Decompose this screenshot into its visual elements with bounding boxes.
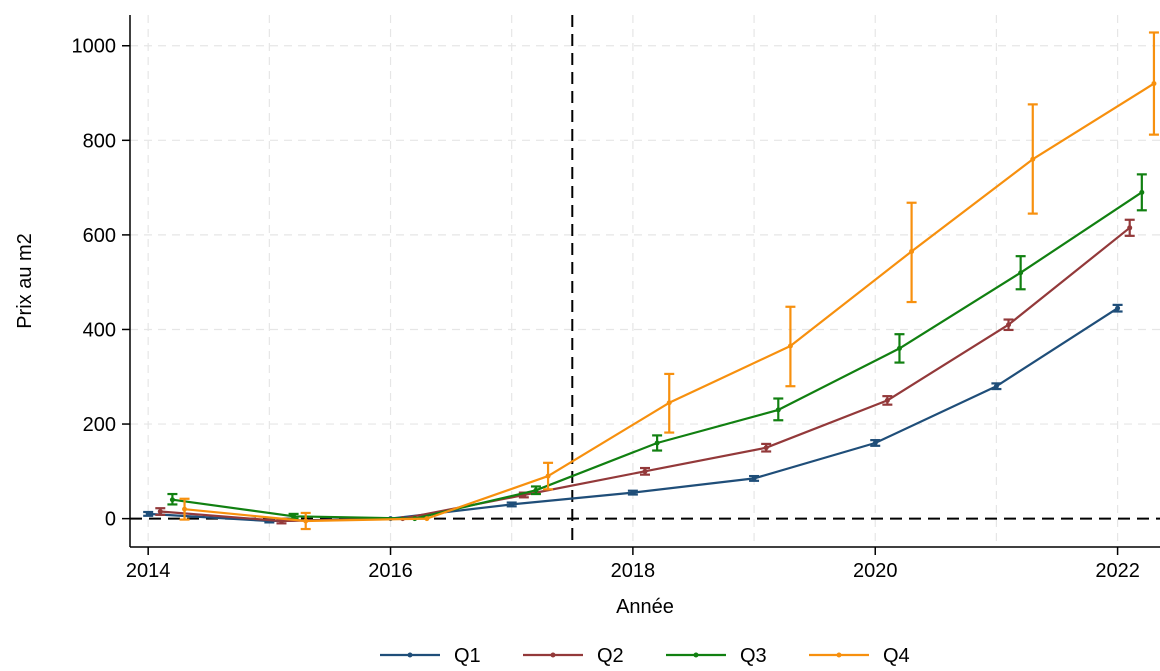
data-point: [303, 518, 309, 524]
data-point: [775, 407, 781, 413]
axes: 0 200 400 600 800 1000 2014 2016 2018 2020 2022: [72, 15, 1160, 582]
legend-item-q4: Q4: [809, 645, 910, 667]
y-tick-label: 0: [105, 509, 116, 531]
x-tick-label: 2018: [611, 560, 656, 582]
data-point: [545, 473, 551, 479]
data-point: [763, 445, 769, 451]
data-point: [1127, 225, 1133, 231]
legend-swatch-marker: [693, 652, 699, 658]
series-q3: [167, 173, 1147, 522]
x-tick-label: 2016: [368, 560, 413, 582]
legend-label: Q4: [883, 645, 910, 667]
data-point: [666, 400, 672, 406]
data-point: [1030, 156, 1036, 162]
series-q2: [155, 218, 1135, 525]
legend-label: Q3: [740, 645, 767, 667]
data-point: [993, 383, 999, 389]
legend: Q1 Q2 Q3 Q4: [380, 645, 910, 667]
legend-swatch-marker: [836, 652, 842, 658]
legend-item-q3: Q3: [666, 645, 767, 667]
x-axis-title: Année: [616, 596, 674, 618]
reference-lines: [130, 15, 1160, 547]
data-point: [182, 506, 188, 512]
y-tick-label: 800: [83, 130, 116, 152]
y-tick-label: 1000: [72, 36, 117, 58]
data-point: [509, 501, 515, 507]
data-point: [291, 513, 297, 519]
legend-item-q2: Q2: [523, 645, 624, 667]
series-line-q2: [160, 226, 1131, 523]
legend-label: Q1: [454, 645, 481, 667]
y-tick-label: 200: [83, 414, 116, 436]
legend-item-q1: Q1: [380, 645, 481, 667]
data-point: [157, 509, 163, 515]
y-tick-label: 400: [83, 319, 116, 341]
legend-label: Q2: [597, 645, 624, 667]
series-line-q4: [184, 82, 1155, 523]
data-point: [1006, 322, 1012, 328]
data-point: [1115, 305, 1121, 311]
data-point: [145, 511, 151, 517]
gridlines: [130, 15, 1160, 547]
data-point: [787, 343, 793, 349]
data-point: [872, 440, 878, 446]
data-point: [751, 475, 757, 481]
series-q4: [179, 31, 1159, 531]
x-tick-label: 2014: [126, 560, 171, 582]
data-point: [909, 248, 915, 254]
legend-swatch-marker: [550, 652, 556, 658]
data-point: [1151, 81, 1157, 87]
data-point: [424, 516, 430, 522]
data-point: [654, 440, 660, 446]
y-tick-label: 600: [83, 225, 116, 247]
data-point: [169, 497, 175, 503]
data-point: [533, 487, 539, 493]
x-tick-label: 2022: [1095, 560, 1140, 582]
data-point: [884, 397, 890, 403]
data-point: [630, 490, 636, 496]
data-point: [896, 345, 902, 351]
data-point: [1018, 270, 1024, 276]
series-layer: [143, 31, 1159, 531]
legend-swatch-marker: [407, 652, 413, 658]
data-point: [1139, 189, 1145, 195]
x-tick-label: 2020: [853, 560, 898, 582]
y-axis-title: Prix au m2: [14, 233, 36, 329]
data-point: [642, 468, 648, 474]
